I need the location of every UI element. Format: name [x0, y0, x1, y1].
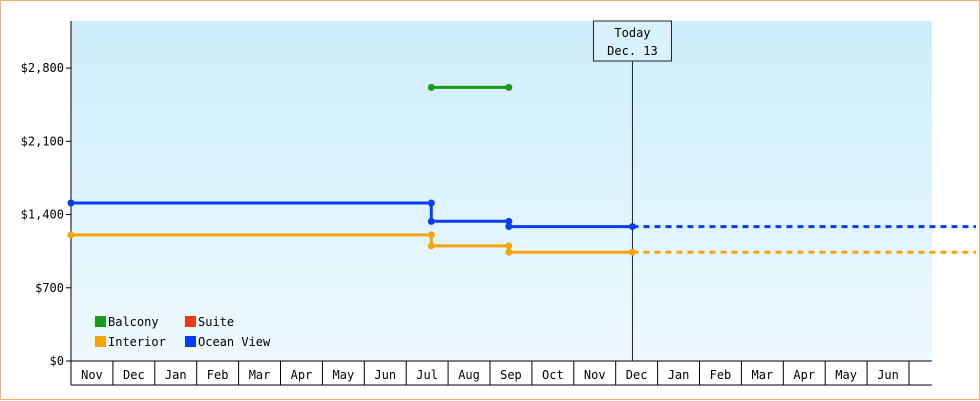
x-tick-label: Feb — [710, 368, 732, 382]
series-line-ocean-view — [71, 201, 633, 229]
legend-label-interior: Interior — [108, 335, 166, 349]
x-tick-label: Dec — [123, 368, 145, 382]
data-point-interior — [505, 248, 513, 256]
x-tick-label: Dec — [626, 368, 648, 382]
data-point-balcony — [427, 83, 435, 91]
legend-swatch-suite — [185, 316, 196, 327]
x-tick-label: Apr — [291, 368, 313, 382]
data-point-ocean-view — [427, 217, 435, 225]
y-tick-label: $700 — [35, 281, 64, 295]
legend-label-suite: Suite — [198, 315, 234, 329]
x-tick-label: Sep — [500, 368, 522, 382]
x-tick-label: May — [835, 368, 857, 382]
y-tick-label: $1,400 — [21, 208, 64, 222]
x-tick-label: Jan — [668, 368, 690, 382]
legend-swatch-balcony — [95, 316, 106, 327]
data-point-ocean-view — [505, 223, 513, 231]
x-tick-label: Oct — [542, 368, 564, 382]
x-tick-label: Mar — [249, 368, 271, 382]
data-point-interior — [427, 242, 435, 250]
x-tick-label: Mar — [752, 368, 774, 382]
legend-label-ocean-view: Ocean View — [198, 335, 271, 349]
data-point-interior — [67, 231, 75, 239]
x-tick-label: Nov — [584, 368, 606, 382]
x-tick-label: Feb — [207, 368, 229, 382]
data-point-balcony — [505, 83, 513, 91]
data-point-ocean-view — [505, 217, 513, 225]
data-point-ocean-view — [427, 199, 435, 207]
today-date: Dec. 13 — [607, 44, 658, 58]
today-box — [592, 20, 672, 62]
x-tick-label: Jun — [877, 368, 899, 382]
today-label: Today — [614, 26, 650, 40]
x-tick-label: Jul — [416, 368, 438, 382]
x-tick-label: May — [333, 368, 355, 382]
x-tick-label: Nov — [81, 368, 103, 382]
data-point-interior — [505, 242, 513, 250]
data-point-interior — [427, 231, 435, 239]
legend-label-balcony: Balcony — [108, 315, 159, 329]
x-tick-label: Apr — [793, 368, 815, 382]
legend-swatch-ocean-view — [185, 336, 196, 347]
legend-swatch-interior — [95, 336, 106, 347]
plot-area — [71, 21, 932, 361]
y-tick-label: $2,800 — [21, 61, 64, 75]
y-tick-label: $0 — [50, 354, 64, 368]
y-tick-label: $2,100 — [21, 134, 64, 148]
data-point-ocean-view — [67, 199, 75, 207]
x-tick-label: Jan — [165, 368, 187, 382]
x-tick-label: Aug — [458, 368, 480, 382]
series-line-interior — [71, 233, 633, 254]
x-tick-label: Jun — [374, 368, 396, 382]
